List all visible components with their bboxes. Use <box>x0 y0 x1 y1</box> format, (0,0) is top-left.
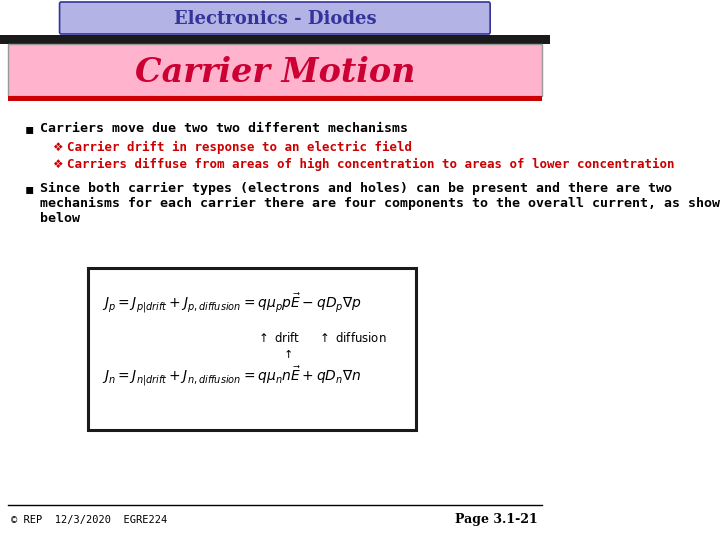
FancyBboxPatch shape <box>60 2 490 34</box>
Text: below: below <box>40 212 80 225</box>
Text: $J_p = J_{p|drift} + J_{p,diffusion} = q\mu_p p\vec{E} - qD_p\nabla p$: $J_p = J_{p|drift} + J_{p,diffusion} = q… <box>102 292 361 315</box>
Bar <box>0 35 549 44</box>
Bar <box>8 44 542 96</box>
Text: $\uparrow$: $\uparrow$ <box>281 348 292 361</box>
Text: ❖: ❖ <box>52 141 63 154</box>
Bar <box>88 268 416 430</box>
Text: Carriers diffuse from areas of high concentration to areas of lower concentratio: Carriers diffuse from areas of high conc… <box>67 158 675 171</box>
Text: Electronics - Diodes: Electronics - Diodes <box>174 10 376 28</box>
Text: Page 3.1-21: Page 3.1-21 <box>456 514 539 526</box>
Text: Since both carrier types (electrons and holes) can be present and there are two: Since both carrier types (electrons and … <box>40 182 672 195</box>
Text: Carrier Motion: Carrier Motion <box>135 57 415 90</box>
Text: © REP  12/3/2020  EGRE224: © REP 12/3/2020 EGRE224 <box>12 515 168 525</box>
Text: Carrier drift in response to an electric field: Carrier drift in response to an electric… <box>67 141 412 154</box>
Bar <box>8 96 542 101</box>
Text: ▪: ▪ <box>24 122 34 136</box>
Text: mechanisms for each carrier there are four components to the overall current, as: mechanisms for each carrier there are fo… <box>40 197 720 210</box>
Text: Carriers move due two two different mechanisms: Carriers move due two two different mech… <box>40 122 408 135</box>
Text: $\uparrow$ diffusion: $\uparrow$ diffusion <box>317 331 387 345</box>
Text: $J_n = J_{n|drift} + J_{n,diffusion} = q\mu_n n\vec{E} + qD_n\nabla n$: $J_n = J_{n|drift} + J_{n,diffusion} = q… <box>102 364 361 388</box>
Text: $\uparrow$ drift: $\uparrow$ drift <box>256 331 300 345</box>
Text: ▪: ▪ <box>24 182 34 196</box>
Text: ❖: ❖ <box>52 158 63 171</box>
